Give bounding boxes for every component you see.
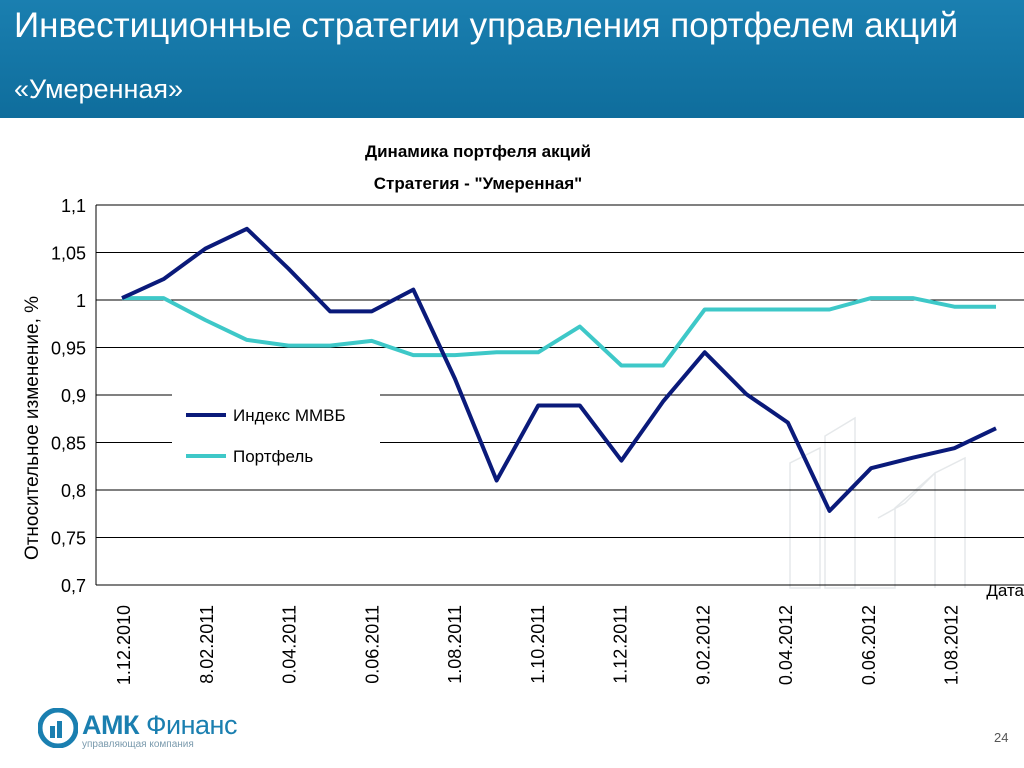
- x-tick-label: 9.02.2012: [693, 605, 713, 685]
- x-tick-label: 1.12.2011: [611, 605, 631, 684]
- legend-label: Индекс ММВБ: [233, 406, 346, 425]
- x-tick-label: 1.08.2012: [942, 605, 962, 685]
- x-tick-label: 0.04.2011: [280, 605, 300, 684]
- y-tick-label: 0,9: [61, 386, 86, 406]
- slide-title: Инвестиционные стратегии управления порт…: [14, 6, 959, 45]
- line-chart: Динамика портфеля акций Стратегия - "Уме…: [22, 142, 1024, 685]
- y-axis-label: Относительное изменение, %: [22, 296, 43, 560]
- legend-box: [172, 386, 380, 482]
- x-tick-label: 0.06.2012: [859, 605, 879, 685]
- series-line: [121, 226, 997, 513]
- watermark-graphic: [789, 416, 966, 589]
- y-tick-label: 1,05: [51, 244, 86, 264]
- x-tick-label: 1.10.2011: [528, 605, 548, 684]
- x-tick-label: 1.08.2011: [445, 605, 465, 684]
- y-tick-label: 0,7: [61, 576, 86, 596]
- series-line: [122, 296, 996, 368]
- x-tick-label: 0.06.2011: [362, 605, 382, 684]
- y-tick-label: 1: [76, 291, 86, 311]
- y-tick-label: 0,75: [51, 529, 86, 549]
- y-tick-label: 0,85: [51, 434, 86, 454]
- logo-tagline: управляющая компания: [82, 739, 194, 750]
- company-logo: АМК Финанс управляющая компания: [38, 708, 238, 753]
- chart-subtitle: Стратегия - "Умеренная": [374, 174, 582, 193]
- x-tick-label: 1.12.2010: [114, 605, 134, 685]
- y-tick-label: 1,1: [61, 196, 86, 216]
- logo-name: Финанс: [146, 710, 237, 740]
- page-number: 24: [994, 730, 1009, 745]
- logo-icon: [38, 708, 78, 748]
- y-tick-label: 0,8: [61, 481, 86, 501]
- logo-brand: АМК: [82, 710, 139, 740]
- slide-subtitle: «Умеренная»: [14, 74, 184, 104]
- logo-text: АМК Финанс: [82, 710, 237, 741]
- legend-label: Портфель: [233, 447, 313, 466]
- y-tick-label: 0,95: [51, 339, 86, 359]
- chart-title: Динамика портфеля акций: [365, 142, 591, 161]
- x-axis-label: Дата: [986, 581, 1024, 600]
- x-tick-label: 8.02.2011: [197, 605, 217, 684]
- x-tick-label: 0.04.2012: [776, 605, 796, 685]
- slide-header: Инвестиционные стратегии управления порт…: [0, 0, 1024, 118]
